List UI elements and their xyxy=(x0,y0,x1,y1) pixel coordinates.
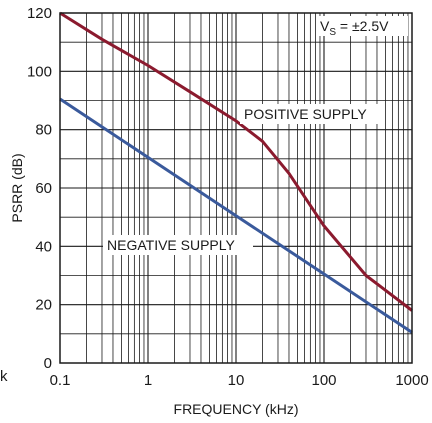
condition-label: VS = ±2.5V xyxy=(316,16,408,38)
y-tick-label: 60 xyxy=(35,180,52,197)
y-tick-label: 120 xyxy=(27,5,52,22)
x-tick-labels: 0.1 1 10 100 1000 xyxy=(50,372,429,389)
y-tick-label: 0 xyxy=(44,355,52,372)
y-tick-label: 100 xyxy=(27,63,52,80)
annotation-negative-supply: NEGATIVE SUPPLY xyxy=(107,237,236,253)
annotation-positive-supply: POSITIVE SUPPLY xyxy=(244,106,367,122)
x-tick-label: 0.1 xyxy=(50,372,71,389)
x-tick-label: 1 xyxy=(144,372,152,389)
series-line-positive xyxy=(59,11,413,312)
x-axis-title: FREQUENCY (kHz) xyxy=(174,401,299,417)
x-tick-label: 1000 xyxy=(395,372,428,389)
series-lines xyxy=(59,11,413,334)
grid xyxy=(60,13,412,363)
stray-edge-label: k xyxy=(0,368,8,385)
y-tick-labels: 0 20 40 60 80 100 120 xyxy=(27,5,52,372)
annotation-negative-supply-bg xyxy=(103,235,253,255)
x-tick-label: 10 xyxy=(228,372,245,389)
condition-text: VS = ±2.5V xyxy=(320,18,389,38)
y-axis-title: PSRR (dB) xyxy=(9,153,25,222)
annotation-positive-supply-bg xyxy=(240,104,380,124)
series-line-negative xyxy=(59,97,413,334)
series-annotations: POSITIVE SUPPLY NEGATIVE SUPPLY xyxy=(103,104,380,255)
y-tick-label: 80 xyxy=(35,122,52,139)
y-tick-label: 40 xyxy=(35,238,52,255)
y-tick-label: 20 xyxy=(35,297,52,314)
plot-frame xyxy=(59,12,413,364)
x-tick-label: 100 xyxy=(311,372,336,389)
